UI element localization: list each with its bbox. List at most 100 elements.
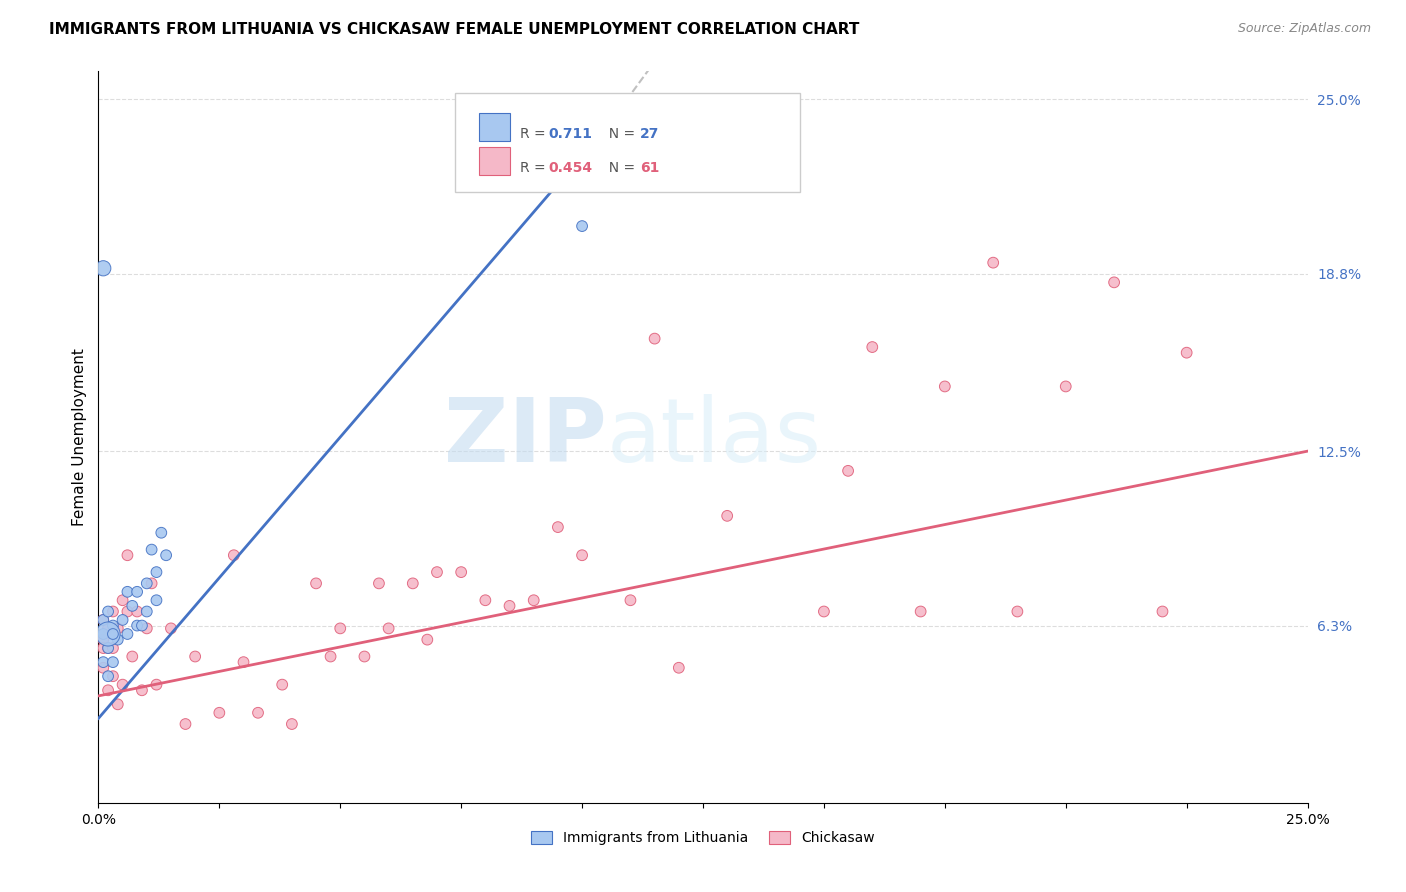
Point	[368, 576, 391, 591]
Point	[101, 605, 124, 619]
Point	[450, 565, 472, 579]
FancyBboxPatch shape	[456, 94, 800, 192]
Point	[97, 683, 120, 698]
Point	[402, 576, 425, 591]
Point	[547, 520, 569, 534]
Point	[117, 548, 139, 562]
Point	[101, 655, 124, 669]
Point	[271, 678, 294, 692]
Point	[319, 649, 342, 664]
Point	[860, 340, 883, 354]
Text: R =: R =	[520, 127, 550, 141]
Point	[117, 605, 139, 619]
Text: 61: 61	[640, 161, 659, 175]
Point	[111, 593, 134, 607]
Point	[101, 641, 124, 656]
Point	[416, 632, 439, 647]
Point	[208, 706, 231, 720]
Text: atlas: atlas	[606, 393, 821, 481]
Point	[101, 669, 124, 683]
Point	[117, 627, 139, 641]
Point	[97, 621, 120, 635]
Point	[1102, 276, 1125, 290]
Point	[426, 565, 449, 579]
Point	[353, 649, 375, 664]
Point	[131, 683, 153, 698]
Point	[281, 717, 304, 731]
Point	[1007, 605, 1029, 619]
Y-axis label: Female Unemployment: Female Unemployment	[72, 348, 87, 526]
Point	[127, 584, 149, 599]
Point	[135, 621, 157, 635]
Point	[141, 576, 163, 591]
Point	[145, 593, 167, 607]
Point	[91, 261, 114, 276]
Point	[91, 655, 114, 669]
Text: Source: ZipAtlas.com: Source: ZipAtlas.com	[1237, 22, 1371, 36]
Point	[91, 613, 114, 627]
Point	[644, 332, 666, 346]
Point	[1152, 605, 1174, 619]
Point	[97, 605, 120, 619]
Point	[981, 255, 1004, 269]
Point	[111, 678, 134, 692]
FancyBboxPatch shape	[479, 113, 509, 141]
Point	[121, 649, 143, 664]
Point	[145, 565, 167, 579]
Point	[107, 698, 129, 712]
Point	[141, 542, 163, 557]
Legend: Immigrants from Lithuania, Chickasaw: Immigrants from Lithuania, Chickasaw	[526, 826, 880, 851]
Point	[474, 593, 496, 607]
Point	[498, 599, 520, 613]
Point	[155, 548, 177, 562]
Point	[131, 618, 153, 632]
Point	[97, 627, 120, 641]
Point	[184, 649, 207, 664]
Point	[1175, 345, 1198, 359]
Text: ZIP: ZIP	[443, 393, 606, 481]
FancyBboxPatch shape	[479, 147, 509, 175]
Point	[97, 641, 120, 656]
Point	[813, 605, 835, 619]
Point	[222, 548, 245, 562]
Point	[716, 508, 738, 523]
Point	[160, 621, 183, 635]
Point	[247, 706, 270, 720]
Text: 0.454: 0.454	[548, 161, 592, 175]
Point	[145, 678, 167, 692]
Point	[107, 632, 129, 647]
Point	[97, 641, 120, 656]
Text: N =: N =	[600, 161, 640, 175]
Point	[97, 669, 120, 683]
Point	[127, 618, 149, 632]
Point	[1054, 379, 1077, 393]
Point	[329, 621, 352, 635]
Point	[571, 219, 593, 233]
Point	[127, 605, 149, 619]
Point	[150, 525, 173, 540]
Point	[111, 613, 134, 627]
Point	[668, 661, 690, 675]
Point	[523, 593, 546, 607]
Point	[135, 605, 157, 619]
Point	[117, 584, 139, 599]
Text: IMMIGRANTS FROM LITHUANIA VS CHICKASAW FEMALE UNEMPLOYMENT CORRELATION CHART: IMMIGRANTS FROM LITHUANIA VS CHICKASAW F…	[49, 22, 859, 37]
Point	[121, 599, 143, 613]
Text: 27: 27	[640, 127, 659, 141]
Point	[174, 717, 197, 731]
Point	[837, 464, 859, 478]
Point	[232, 655, 254, 669]
Point	[910, 605, 932, 619]
Point	[101, 618, 124, 632]
Point	[91, 613, 114, 627]
Text: R =: R =	[520, 161, 550, 175]
Point	[91, 661, 114, 675]
Point	[377, 621, 399, 635]
Point	[101, 627, 124, 641]
Point	[107, 621, 129, 635]
Point	[135, 576, 157, 591]
Point	[619, 593, 641, 607]
Point	[934, 379, 956, 393]
Text: N =: N =	[600, 127, 640, 141]
Point	[571, 548, 593, 562]
